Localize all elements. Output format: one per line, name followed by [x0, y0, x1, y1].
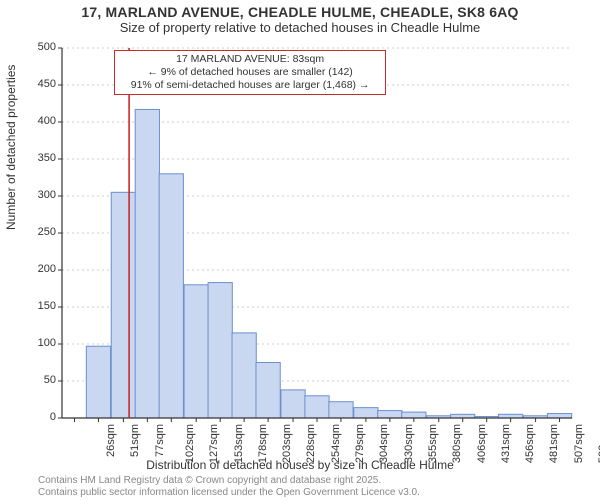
x-tick-label: 77sqm — [154, 424, 166, 457]
y-tick-label: 250 — [0, 226, 56, 238]
y-tick-label: 500 — [0, 41, 56, 53]
annotation-box: 17 MARLAND AVENUE: 83sqm ← 9% of detache… — [114, 50, 386, 95]
annotation-line1: 17 MARLAND AVENUE: 83sqm — [119, 53, 381, 66]
y-tick-label: 400 — [0, 115, 56, 127]
title-address: 17, MARLAND AVENUE, CHEADLE HULME, CHEAD… — [0, 4, 600, 20]
copyright-footer: Contains HM Land Registry data © Crown c… — [38, 475, 420, 498]
y-tick-label: 150 — [0, 300, 56, 312]
annotation-line2: ← 9% of detached houses are smaller (142… — [119, 66, 381, 79]
x-tick-label: 51sqm — [129, 424, 141, 457]
chart-area — [62, 48, 572, 418]
title-block: 17, MARLAND AVENUE, CHEADLE HULME, CHEAD… — [0, 0, 600, 35]
y-tick-label: 0 — [0, 411, 56, 423]
x-axis-label: Distribution of detached houses by size … — [0, 458, 600, 472]
annotation-line3: 91% of semi-detached houses are larger (… — [119, 79, 381, 92]
y-tick-label: 450 — [0, 78, 56, 90]
y-tick-label: 200 — [0, 263, 56, 275]
y-tick-label: 350 — [0, 152, 56, 164]
footer-line1: Contains HM Land Registry data © Crown c… — [38, 475, 420, 487]
y-tick-label: 300 — [0, 189, 56, 201]
chart-container: { "title_line1": "17, MARLAND AVENUE, CH… — [0, 0, 600, 500]
x-tick-label: 26sqm — [105, 424, 117, 457]
y-tick-label: 100 — [0, 337, 56, 349]
histogram-svg — [62, 48, 572, 418]
y-tick-label: 50 — [0, 374, 56, 386]
title-subtitle: Size of property relative to detached ho… — [0, 20, 600, 35]
footer-line2: Contains public sector information licen… — [38, 487, 420, 499]
